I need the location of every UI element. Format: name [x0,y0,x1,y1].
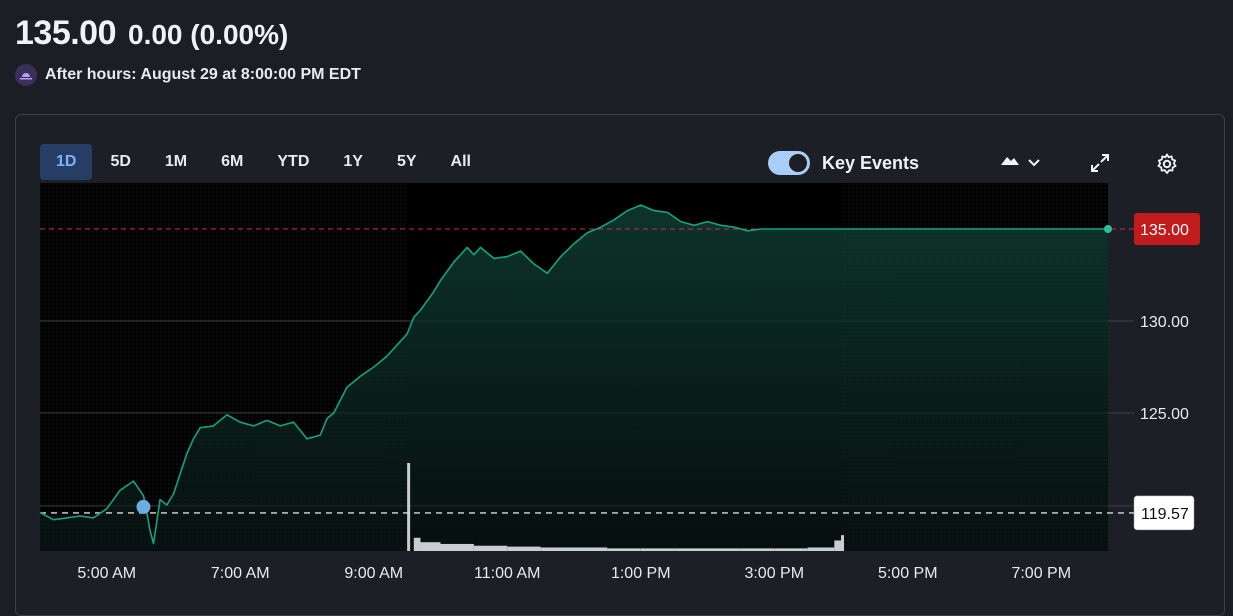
gear-icon[interactable] [1156,153,1178,180]
y-tick-label: 125.00 [1140,406,1189,423]
volume-bar [440,543,474,551]
quote-header: 135.00 0.00 (0.00%) [15,14,288,53]
tab-ytd[interactable]: YTD [277,153,310,170]
price-line [39,204,1108,545]
tab-all[interactable]: All [450,153,471,170]
tab-6m[interactable]: 6M [221,153,244,170]
price-area-fill [40,205,1108,551]
tab-5y[interactable]: 5Y [396,153,417,170]
after-hours-label: After hours: August 29 at 8:00:00 PM EDT [45,66,361,83]
range-tabs: 1D 5D 1M 6M YTD 1Y 5Y All [40,144,489,180]
volume-bar [574,547,608,551]
last-price-dot [1104,225,1112,233]
chart-type-dropdown[interactable] [1000,153,1040,172]
tab-1y[interactable]: 1Y [343,153,363,170]
mountain-icon [1000,153,1020,172]
previous-close-badge-label: 119.57 [1141,506,1189,523]
volume-bar [420,542,441,551]
volume-bar [640,548,675,551]
x-tick-label: 11:00 AM [474,565,540,582]
tab-5d[interactable]: 5D [110,153,131,170]
volume-bar [473,545,508,551]
expand-icon[interactable] [1090,153,1110,178]
previous-close-badge [1133,495,1195,531]
x-tick-label: 7:00 AM [211,565,270,582]
last-price-badge-label: 135.00 [1140,222,1189,239]
x-tick-label: 5:00 AM [77,565,136,582]
toggle-switch[interactable] [768,151,810,175]
volume-bar [540,547,574,551]
price-chart-svg[interactable]: 125.00 130.00 135.00 119.57 5:00 AM 7:00 AM 9:… [0,183,1233,597]
last-price-badge [1134,213,1200,245]
volume-bar [740,548,775,551]
tab-1m[interactable]: 1M [164,153,188,170]
key-events-toggle[interactable]: Key Events [768,151,919,175]
x-tick-label: 9:00 AM [344,565,403,582]
volume-bar [841,535,844,551]
last-price: 135.00 [15,14,117,52]
key-events-label: Key Events [822,152,920,173]
x-tick-label: 3:00 PM [744,565,804,582]
x-tick-label: 5:00 PM [878,565,938,582]
volume-bar [413,537,421,551]
volume-bar [707,548,741,551]
volume-bar [674,548,708,551]
x-tick-label: 1:00 PM [611,565,671,582]
volume-bar [607,548,641,551]
price-change: 0.00 (0.00%) [128,19,289,50]
volume-bar [807,547,835,551]
volume-bar [507,546,541,551]
key-event-marker [136,499,151,514]
volume-bar [407,463,411,551]
moon-icon [15,64,37,86]
price-chart[interactable]: 125.00 130.00 135.00 119.57 5:00 AM 7:00 AM 9:… [0,183,1233,597]
after-hours-status: After hours: August 29 at 8:00:00 PM EDT [15,64,361,86]
x-tick-label: 7:00 PM [1011,565,1071,582]
volume-bar [774,548,808,551]
volume-bar [834,540,841,551]
tab-1d[interactable]: 1D [40,144,93,180]
y-tick-label: 130.00 [1140,314,1189,331]
chevron-down-icon [1028,154,1040,172]
